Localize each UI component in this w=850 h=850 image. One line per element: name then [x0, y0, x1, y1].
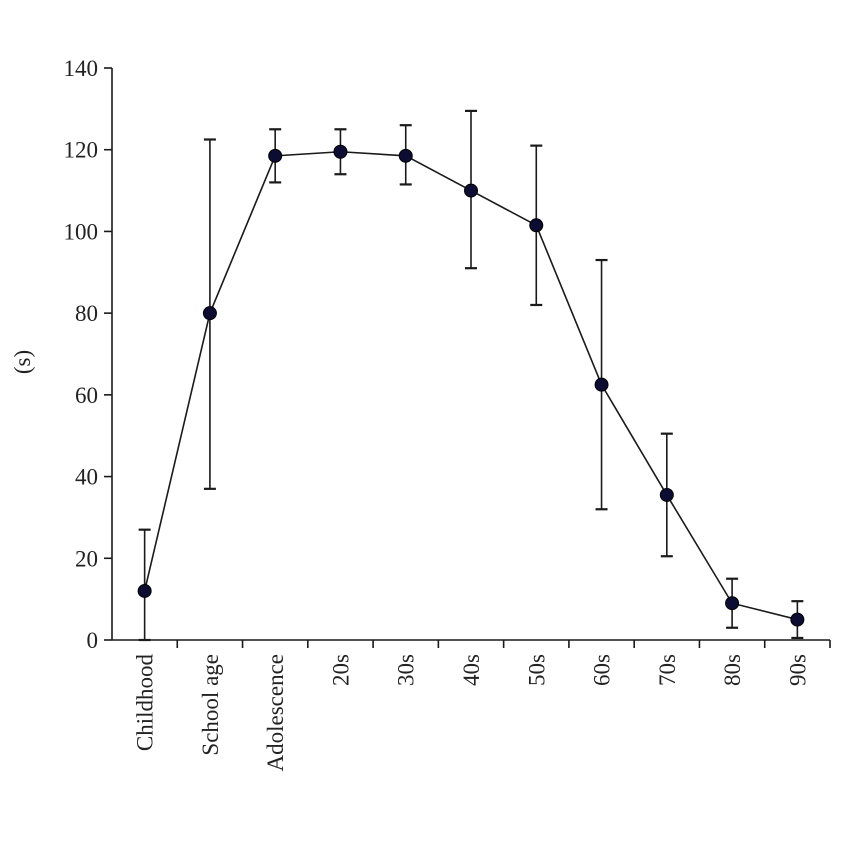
y-tick-label: 60	[75, 383, 98, 408]
x-tick-label: 60s	[590, 654, 615, 686]
y-ticks: 0 20 40 60 80 100 120 140	[64, 56, 112, 653]
axes	[111, 68, 830, 641]
data-point	[268, 148, 283, 163]
data-point	[725, 596, 740, 611]
y-tick-label: 140	[64, 56, 99, 81]
x-tick-label: 70s	[655, 654, 680, 686]
y-tick-label: 120	[64, 138, 99, 163]
data-point	[333, 144, 348, 159]
x-tick-label: School age	[198, 654, 223, 756]
data-point	[659, 487, 674, 502]
y-tick-label: 0	[87, 628, 99, 653]
data-point	[202, 306, 217, 321]
x-tick-label: 40s	[459, 654, 484, 686]
x-tick-label: Adolescence	[263, 654, 288, 772]
x-tick-label: 30s	[394, 654, 419, 686]
x-tick-label: 80s	[720, 654, 745, 686]
data-point	[529, 218, 544, 233]
y-tick-label: 80	[75, 301, 98, 326]
x-tick-label: Childhood	[133, 654, 158, 752]
x-tick-label: 50s	[524, 654, 549, 686]
x-tick-label: 20s	[328, 654, 353, 686]
x-ticks: Childhood School age Adolescence 20s 30s 40s 5…	[133, 640, 831, 772]
data-point	[790, 612, 805, 627]
y-tick-label: 20	[75, 546, 98, 571]
data-points	[137, 144, 805, 627]
y-axis-title: (s)	[10, 350, 35, 374]
x-tick-label: 90s	[785, 654, 810, 686]
y-tick-label: 100	[64, 219, 99, 244]
y-tick-label: 40	[75, 465, 98, 490]
data-point	[464, 183, 478, 198]
data-point	[594, 377, 609, 392]
data-point	[137, 583, 152, 598]
data-point	[398, 148, 413, 163]
